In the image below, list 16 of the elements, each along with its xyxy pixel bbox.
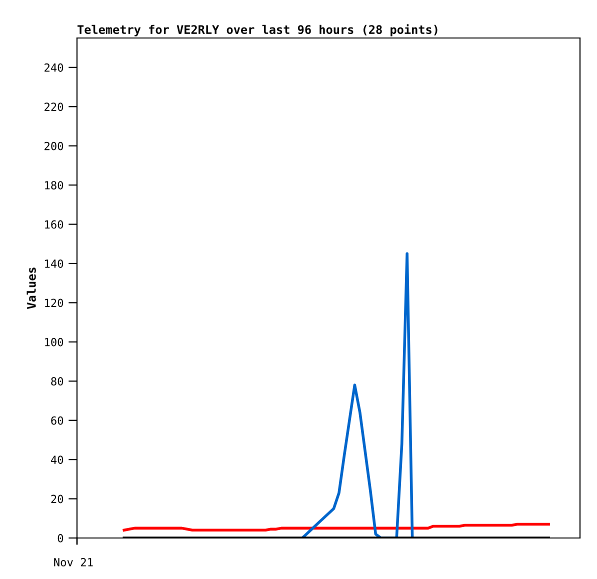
- y-tick-label: 160: [45, 220, 64, 229]
- y-tick-label: 0: [58, 534, 64, 542]
- y-tick-label: 200: [44, 142, 64, 150]
- y-tick-label: 40: [50, 456, 64, 464]
- y-tick-label: 20: [51, 494, 64, 504]
- y-tick-label: 60: [51, 416, 64, 425]
- y-tick-label: 140: [45, 259, 64, 268]
- chart-title: Telemetry for VE2RLY over last 96 hours (28 points): [78, 24, 438, 36]
- y-tick-label: 180: [45, 181, 64, 190]
- y-tick-label: 120: [45, 298, 64, 308]
- y-tick-label: 240: [44, 63, 64, 72]
- y-axis-title: Values: [26, 268, 36, 309]
- y-tick-label: 100: [45, 338, 64, 346]
- y-tick-label: 80: [51, 377, 64, 386]
- y-tick-label: 220: [44, 102, 64, 112]
- text: Nov 21: [54, 558, 93, 566]
